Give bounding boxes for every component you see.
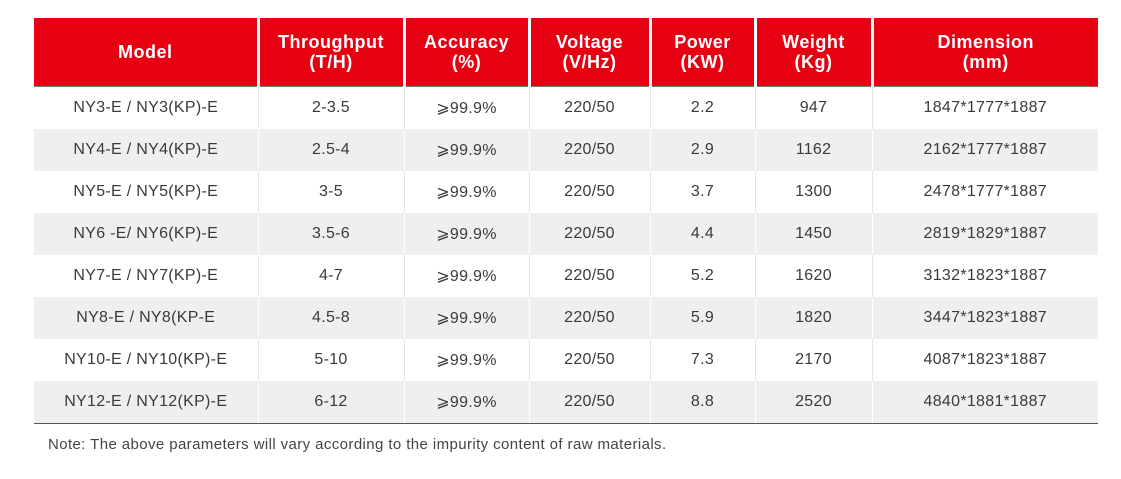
cell-dimension: 1847*1777*1887 [872, 86, 1098, 129]
cell-accuracy: ⩾99.9% [404, 129, 530, 171]
header-unit: (KW) [680, 52, 725, 72]
table-body: NY3-E / NY3(KP)-E 2-3.5 ⩾99.9% 220/50 2.… [34, 86, 1098, 424]
header-label: Power [674, 32, 731, 52]
cell-dimension: 2478*1777*1887 [872, 171, 1098, 213]
cell-voltage: 220/50 [529, 255, 651, 297]
cell-power: 5.2 [650, 255, 756, 297]
footnote: Note: The above parameters will vary acc… [48, 436, 667, 453]
header-power: Power (KW) [650, 18, 757, 87]
header-label: Model [118, 42, 173, 62]
cell-weight: 1162 [755, 129, 873, 171]
cell-power: 3.7 [650, 171, 756, 213]
cell-power: 2.9 [650, 129, 756, 171]
cell-model: NY12-E / NY12(KP)-E [34, 381, 259, 424]
cell-power: 5.9 [650, 297, 756, 339]
cell-voltage: 220/50 [529, 297, 651, 339]
header-unit: (V/Hz) [562, 52, 617, 72]
cell-throughput: 4.5-8 [258, 297, 405, 339]
cell-model: NY4-E / NY4(KP)-E [34, 129, 259, 171]
table-row: NY8-E / NY8(KP-E 4.5-8 ⩾99.9% 220/50 5.9… [34, 297, 1098, 339]
cell-voltage: 220/50 [529, 339, 651, 381]
cell-voltage: 220/50 [529, 86, 651, 129]
header-unit: (%) [451, 52, 482, 72]
cell-weight: 2170 [755, 339, 873, 381]
cell-weight: 1820 [755, 297, 873, 339]
cell-model: NY7-E / NY7(KP)-E [34, 255, 259, 297]
cell-power: 8.8 [650, 381, 756, 424]
header-weight: Weight (Kg) [755, 18, 874, 87]
header-label: Accuracy [423, 32, 510, 52]
cell-model: NY8-E / NY8(KP-E [34, 297, 259, 339]
table-row: NY7-E / NY7(KP)-E 4-7 ⩾99.9% 220/50 5.2 … [34, 255, 1098, 297]
header-label: Dimension [937, 32, 1034, 52]
cell-weight: 1300 [755, 171, 873, 213]
spec-table-container: Model Throughput (T/H) Accuracy (%) Volt… [34, 18, 1098, 453]
cell-accuracy: ⩾99.9% [404, 381, 530, 424]
table-row: NY5-E / NY5(KP)-E 3-5 ⩾99.9% 220/50 3.7 … [34, 171, 1098, 213]
cell-power: 4.4 [650, 213, 756, 255]
cell-accuracy: ⩾99.9% [404, 255, 530, 297]
header-throughput: Throughput (T/H) [258, 18, 406, 87]
table-row: NY4-E / NY4(KP)-E 2.5-4 ⩾99.9% 220/50 2.… [34, 129, 1098, 171]
cell-weight: 1450 [755, 213, 873, 255]
cell-weight: 2520 [755, 381, 873, 424]
cell-voltage: 220/50 [529, 381, 651, 424]
cell-model: NY6 -E/ NY6(KP)-E [34, 213, 259, 255]
cell-power: 7.3 [650, 339, 756, 381]
header-label: Voltage [555, 32, 624, 52]
header-dimension: Dimension (mm) [872, 18, 1098, 87]
table-row: NY6 -E/ NY6(KP)-E 3.5-6 ⩾99.9% 220/50 4.… [34, 213, 1098, 255]
cell-accuracy: ⩾99.9% [404, 339, 530, 381]
cell-voltage: 220/50 [529, 213, 651, 255]
cell-weight: 947 [755, 86, 873, 129]
cell-throughput: 2-3.5 [258, 86, 405, 129]
cell-dimension: 2819*1829*1887 [872, 213, 1098, 255]
cell-dimension: 4840*1881*1887 [872, 381, 1098, 424]
header-unit: (mm) [962, 52, 1009, 72]
cell-throughput: 6-12 [258, 381, 405, 424]
cell-model: NY3-E / NY3(KP)-E [34, 86, 259, 129]
header-row: Model Throughput (T/H) Accuracy (%) Volt… [34, 18, 1098, 87]
cell-dimension: 3447*1823*1887 [872, 297, 1098, 339]
table-row: NY12-E / NY12(KP)-E 6-12 ⩾99.9% 220/50 8… [34, 381, 1098, 424]
cell-accuracy: ⩾99.9% [404, 297, 530, 339]
cell-weight: 1620 [755, 255, 873, 297]
cell-accuracy: ⩾99.9% [404, 86, 530, 129]
cell-throughput: 5-10 [258, 339, 405, 381]
cell-throughput: 3-5 [258, 171, 405, 213]
cell-throughput: 4-7 [258, 255, 405, 297]
cell-model: NY10-E / NY10(KP)-E [34, 339, 259, 381]
spec-table: Model Throughput (T/H) Accuracy (%) Volt… [34, 18, 1098, 424]
cell-throughput: 3.5-6 [258, 213, 405, 255]
cell-accuracy: ⩾99.9% [404, 213, 530, 255]
cell-voltage: 220/50 [529, 171, 651, 213]
header-model: Model [34, 18, 260, 87]
cell-accuracy: ⩾99.9% [404, 171, 530, 213]
header-voltage: Voltage (V/Hz) [529, 18, 652, 87]
header-unit: (Kg) [794, 52, 833, 72]
cell-model: NY5-E / NY5(KP)-E [34, 171, 259, 213]
header-accuracy: Accuracy (%) [404, 18, 531, 87]
cell-dimension: 3132*1823*1887 [872, 255, 1098, 297]
header-label: Throughput [278, 32, 384, 52]
cell-voltage: 220/50 [529, 129, 651, 171]
cell-power: 2.2 [650, 86, 756, 129]
cell-dimension: 2162*1777*1887 [872, 129, 1098, 171]
table-row: NY3-E / NY3(KP)-E 2-3.5 ⩾99.9% 220/50 2.… [34, 86, 1098, 129]
header-label: Weight [782, 32, 845, 52]
cell-throughput: 2.5-4 [258, 129, 405, 171]
table-row: NY10-E / NY10(KP)-E 5-10 ⩾99.9% 220/50 7… [34, 339, 1098, 381]
header-unit: (T/H) [309, 52, 353, 72]
cell-dimension: 4087*1823*1887 [872, 339, 1098, 381]
